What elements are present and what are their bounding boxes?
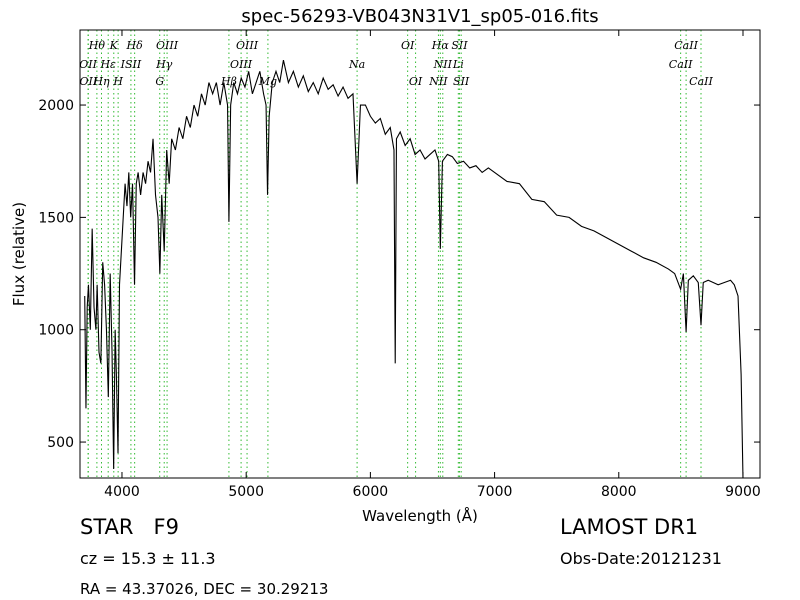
spectral-line-label: Hδ [126,39,144,52]
spectral-line-label: Hε [99,58,116,71]
coordinates: RA = 43.37026, DEC = 30.29213 [80,580,328,598]
spectral-line-label: Hη [92,75,110,88]
spectral-line-label: NII [433,58,453,71]
spectral-line-label: Hγ [155,58,173,71]
x-axis-label: Wavelength (Å) [362,506,478,525]
spectral-line-label: OI [409,75,423,88]
x-tick-label: 4000 [104,484,140,500]
spectral-line-label: OII [79,58,97,71]
spectral-line-label: K [109,39,119,52]
x-tick-label: 9000 [725,484,761,500]
x-tick-label: 8000 [601,484,637,500]
spectral-line-label: OIII [156,39,179,52]
chart-title: spec-56293-VB043N31V1_sp05-016.fits [241,6,598,27]
spectral-line-label: Hθ [88,39,106,52]
x-tick-label: 7000 [477,484,513,500]
spectral-line-label: ISII [120,58,142,71]
spectral-line-label: NII [428,75,448,88]
spectral-line-label: CaII [669,58,693,71]
spectral-line-label: Na [348,58,365,71]
plot-frame [79,29,761,479]
x-tick-label: 6000 [353,484,389,500]
y-axis-label: Flux (relative) [10,202,28,306]
y-tick-label: 2000 [38,98,74,114]
survey: LAMOST DR1 [560,515,698,539]
spectral-line-label: OIII [230,58,253,71]
spectral-line-label: Hα [431,39,450,52]
x-tick-label: 5000 [228,484,264,500]
spectral-line-label: OII [79,75,97,88]
redshift: cz = 15.3 ± 11.3 [80,549,216,568]
spectral-line-label: OI [401,39,415,52]
spectral-line-label: CaII [689,75,713,88]
y-tick-label: 1000 [38,323,74,339]
spectral-line-label: Li [452,58,464,71]
y-tick-label: 1500 [38,210,74,226]
y-tick-label: 500 [47,435,74,451]
spectral-line-label: CaII [674,39,698,52]
spectral-line-label: SII [453,75,470,88]
spectral-line-label: SII [451,39,468,52]
obs-date: Obs-Date:20121231 [560,549,722,568]
spectrum-line [84,59,744,479]
spectral-line-label: H [112,75,123,88]
spectral-line-label: OIII [236,39,259,52]
spectral-line-label: G [155,75,164,88]
object-class: STAR F9 [80,515,179,539]
